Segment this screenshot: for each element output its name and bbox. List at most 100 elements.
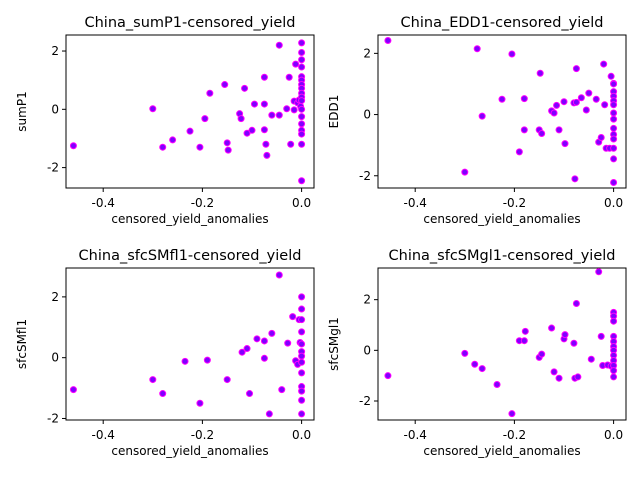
y-tick-label: 0 bbox=[363, 343, 371, 357]
data-point bbox=[149, 105, 157, 113]
data-point bbox=[538, 350, 546, 358]
data-point bbox=[384, 372, 392, 380]
data-point bbox=[206, 89, 214, 97]
data-point bbox=[221, 81, 229, 89]
data-point bbox=[572, 299, 580, 307]
data-point bbox=[253, 335, 261, 343]
y-tick-label: -2 bbox=[47, 411, 59, 425]
subplot-title: China_sfcSMgl1-censored_yield bbox=[389, 248, 616, 264]
data-point bbox=[498, 95, 506, 103]
data-point bbox=[289, 313, 297, 321]
data-point bbox=[555, 374, 563, 382]
data-point bbox=[592, 95, 600, 103]
data-point bbox=[298, 410, 306, 418]
data-point bbox=[298, 396, 306, 404]
data-point bbox=[287, 140, 295, 148]
data-point bbox=[298, 352, 306, 360]
data-point bbox=[292, 60, 300, 68]
axes-frame bbox=[377, 34, 627, 189]
data-point bbox=[224, 146, 232, 154]
data-point bbox=[508, 50, 516, 58]
data-point bbox=[561, 331, 569, 339]
data-point bbox=[298, 48, 306, 56]
data-point bbox=[610, 109, 618, 117]
data-point bbox=[610, 101, 618, 109]
data-point bbox=[515, 148, 523, 156]
data-point bbox=[298, 358, 306, 366]
data-point bbox=[538, 130, 546, 138]
data-point bbox=[520, 95, 528, 103]
data-point bbox=[521, 327, 529, 335]
data-point bbox=[597, 134, 605, 142]
data-point bbox=[298, 140, 306, 148]
data-point bbox=[243, 345, 251, 353]
data-point bbox=[561, 140, 569, 148]
x-axis-label: censored_yield_anomalies bbox=[423, 444, 580, 458]
data-point bbox=[585, 89, 593, 97]
data-point bbox=[278, 386, 286, 394]
y-tick-label: -2 bbox=[359, 394, 371, 408]
data-point bbox=[461, 349, 469, 357]
data-point bbox=[298, 305, 306, 313]
data-point bbox=[69, 386, 77, 394]
y-tick-label: 0 bbox=[363, 108, 371, 122]
data-point bbox=[159, 390, 167, 398]
data-point bbox=[186, 127, 194, 135]
data-point bbox=[275, 271, 283, 279]
data-point bbox=[298, 293, 306, 301]
data-point bbox=[285, 73, 293, 81]
data-point bbox=[241, 84, 249, 92]
x-tick-label: -0.4 bbox=[403, 196, 426, 210]
data-point bbox=[223, 376, 231, 384]
subplot-title: China_sfcSMfl1-censored_yield bbox=[79, 248, 302, 264]
x-tick-label: -0.2 bbox=[191, 196, 214, 210]
x-axis-label: censored_yield_anomalies bbox=[423, 212, 580, 226]
data-point bbox=[248, 126, 256, 134]
axes-frame bbox=[65, 34, 315, 189]
data-point bbox=[471, 360, 479, 368]
data-point bbox=[461, 168, 469, 176]
y-tick-label: -2 bbox=[359, 169, 371, 183]
y-axis-label: sfcSMgl1 bbox=[327, 317, 341, 371]
x-tick-label: -0.4 bbox=[403, 428, 426, 442]
data-point bbox=[384, 37, 392, 45]
data-point bbox=[520, 337, 528, 345]
data-point bbox=[473, 45, 481, 53]
data-point bbox=[243, 129, 251, 137]
data-point bbox=[478, 112, 486, 120]
data-point bbox=[610, 317, 618, 325]
data-point bbox=[550, 368, 558, 376]
data-point bbox=[196, 143, 204, 151]
x-tick-label: -0.4 bbox=[91, 196, 114, 210]
data-point bbox=[201, 115, 209, 123]
y-tick-label: 2 bbox=[363, 46, 371, 60]
data-point bbox=[607, 72, 615, 80]
data-point bbox=[181, 357, 189, 365]
x-tick-label: -0.2 bbox=[503, 428, 526, 442]
data-point bbox=[262, 140, 270, 148]
data-point bbox=[260, 337, 268, 345]
data-point bbox=[493, 381, 501, 389]
y-axis-label: EDD1 bbox=[327, 95, 341, 129]
data-point bbox=[610, 144, 618, 152]
data-point bbox=[290, 106, 298, 114]
data-point bbox=[548, 324, 556, 332]
data-point bbox=[149, 376, 157, 384]
y-axis-label: sumP1 bbox=[15, 91, 29, 131]
y-axis-label: sfcSMfl1 bbox=[15, 319, 29, 369]
data-point bbox=[159, 143, 167, 151]
data-point bbox=[265, 410, 273, 418]
subplot-sfcSMgl1: China_sfcSMgl1-censored_yield censored_y… bbox=[327, 248, 627, 458]
data-point bbox=[298, 120, 306, 128]
data-point bbox=[275, 41, 283, 49]
data-point bbox=[536, 69, 544, 77]
data-point bbox=[298, 97, 306, 105]
data-point bbox=[555, 126, 563, 134]
data-point bbox=[298, 63, 306, 71]
data-point bbox=[238, 348, 246, 356]
data-point bbox=[260, 73, 268, 81]
data-point bbox=[69, 142, 77, 150]
subplot-title: China_EDD1-censored_yield bbox=[401, 15, 604, 31]
data-point bbox=[601, 101, 609, 109]
